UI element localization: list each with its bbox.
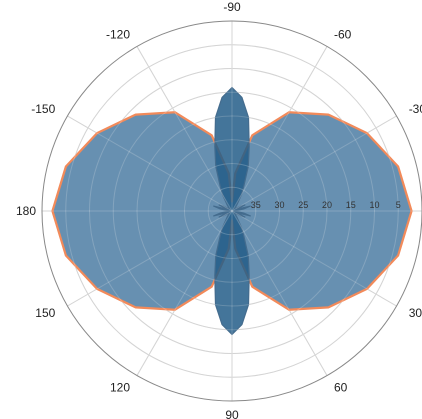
angular-grid-overlay [231,210,397,307]
angular-grid-overlay [231,115,397,212]
radial-tick-label: 5 [396,200,401,210]
polar-frame [41,20,422,402]
angular-tick-label: -60 [334,27,352,41]
angular-tick-label: -120 [106,27,130,41]
radial-grid-overlay [89,68,375,354]
radial-tick-label: 30 [274,200,284,210]
radial-tick-label: 15 [346,200,356,210]
angular-grid-overlay [231,210,328,376]
radial-grid-overlay [160,139,304,283]
angular-grid-overlay [136,210,233,376]
angular-tick-label: 60 [334,381,348,395]
radial-tick-label: 20 [322,200,332,210]
angular-tick-label: 90 [225,408,239,419]
angular-grid-overlay [67,210,233,307]
angular-tick-label: 180 [16,204,36,218]
angular-grid-overlay [67,115,233,212]
angular-tick-label: -150 [31,102,55,116]
angular-tick-label: -30 [409,102,422,116]
radial-grid-overlay [184,163,280,259]
radial-tick-label: 25 [298,200,308,210]
angular-tick-label: 150 [35,306,55,320]
radial-grid-overlay [207,186,257,236]
radial-tick-label: 10 [369,200,379,210]
angular-tick-label: -90 [223,0,241,14]
radial-grid-overlay [136,115,328,307]
series-inner-pattern [213,86,251,336]
angular-tick-label: 120 [110,381,130,395]
angular-grid-overlay [231,46,328,212]
angular-tick-label: 30 [409,306,422,320]
radial-grid-overlay [112,91,352,331]
radial-tick-label: 35 [251,200,261,210]
angular-grid-overlay [136,46,233,212]
radial-grid-overlay [65,44,399,378]
